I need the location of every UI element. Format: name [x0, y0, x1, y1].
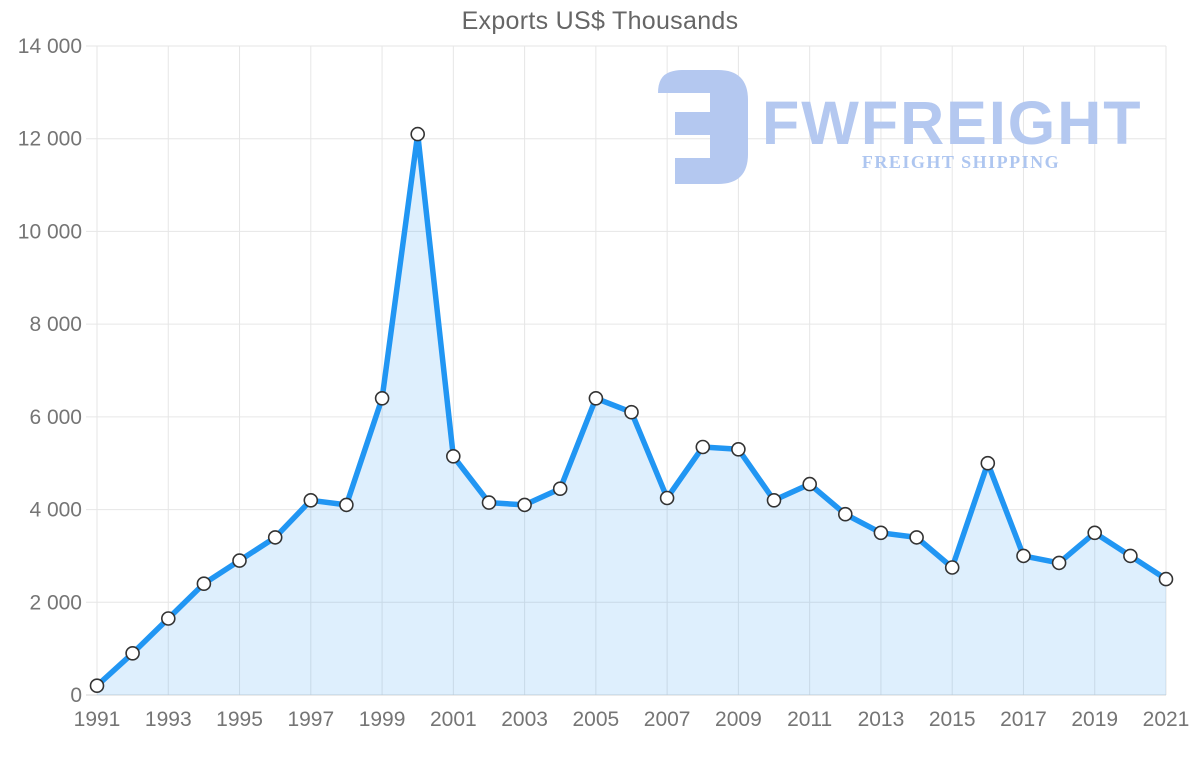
data-point-2015[interactable] — [944, 560, 960, 575]
x-tick-label-2001: 2001 — [430, 708, 477, 731]
x-tick-label-1993: 1993 — [145, 708, 192, 731]
data-point-2010[interactable] — [766, 492, 782, 508]
data-point-2016[interactable] — [980, 455, 996, 471]
data-point-2011[interactable] — [802, 476, 818, 492]
y-tick-label-4000: 4 000 — [29, 499, 82, 522]
data-point-2008[interactable] — [695, 439, 711, 455]
data-point-2017[interactable] — [1016, 548, 1031, 564]
x-tick-label-1999: 1999 — [359, 708, 406, 731]
y-tick-label-10000: 10 000 — [18, 220, 82, 243]
data-point-1995[interactable] — [232, 553, 247, 568]
y-tick-label-0: 0 — [70, 684, 82, 707]
x-tick-label-2009: 2009 — [715, 708, 762, 731]
x-tick-label-2017: 2017 — [1000, 708, 1047, 731]
x-tick-label-2011: 2011 — [787, 708, 832, 731]
y-tick-label-14000: 14 000 — [18, 35, 82, 58]
data-point-1993[interactable] — [161, 611, 176, 626]
data-point-2020[interactable] — [1123, 548, 1138, 564]
x-tick-label-2005: 2005 — [573, 708, 620, 731]
data-point-2002[interactable] — [481, 495, 497, 510]
data-point-1992[interactable] — [125, 645, 140, 661]
data-point-2013[interactable] — [873, 525, 889, 541]
data-point-2004[interactable] — [552, 481, 568, 497]
x-tick-label-2021: 2021 — [1143, 708, 1190, 731]
data-point-1997[interactable] — [303, 492, 319, 508]
x-tick-label-2019: 2019 — [1071, 708, 1118, 731]
x-tick-label-1995: 1995 — [216, 708, 263, 731]
y-tick-label-2000: 2 000 — [29, 591, 82, 614]
data-point-2018[interactable] — [1051, 555, 1067, 571]
x-tick-label-2013: 2013 — [858, 708, 905, 731]
x-tick-label-1997: 1997 — [287, 708, 334, 731]
y-tick-label-8000: 8 000 — [29, 313, 82, 336]
data-point-1998[interactable] — [339, 497, 354, 513]
x-tick-label-2007: 2007 — [644, 708, 691, 731]
data-point-2012[interactable] — [837, 506, 853, 522]
data-point-1999[interactable] — [374, 390, 390, 406]
data-point-2007[interactable] — [659, 490, 675, 506]
y-tick-label-12000: 12 000 — [18, 128, 82, 151]
data-point-1994[interactable] — [196, 576, 212, 592]
data-point-1991[interactable] — [89, 678, 105, 694]
data-point-1996[interactable] — [267, 530, 283, 545]
x-tick-label-2015: 2015 — [929, 708, 976, 731]
x-tick-label-2003: 2003 — [501, 708, 548, 731]
data-point-2001[interactable] — [445, 448, 461, 464]
y-tick-label-6000: 6 000 — [29, 406, 82, 429]
x-tick-label-1991: 1991 — [74, 708, 121, 731]
chart-title: Exports US$ Thousands — [461, 7, 739, 35]
data-point-2009[interactable] — [731, 441, 746, 457]
data-point-2006[interactable] — [624, 404, 639, 420]
data-point-2019[interactable] — [1087, 525, 1102, 541]
data-point-2005[interactable] — [588, 390, 604, 406]
data-point-2003[interactable] — [517, 497, 532, 513]
data-point-2021[interactable] — [1158, 571, 1174, 587]
data-point-2014[interactable] — [909, 530, 924, 545]
data-point-2000[interactable] — [410, 126, 426, 142]
